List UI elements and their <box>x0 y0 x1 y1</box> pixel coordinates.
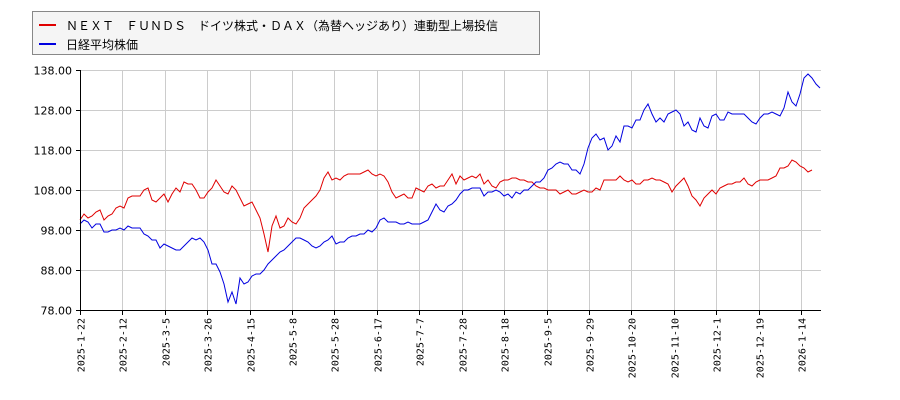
svg-text:2025-2-12: 2025-2-12 <box>119 318 130 372</box>
legend-label: 日経平均株価 <box>66 37 139 52</box>
x-axis-labels: 2025-1-22 2025-2-12 2025-3-5 2025-3-26 2025-… <box>77 318 809 378</box>
svg-text:138.00: 138.00 <box>34 65 73 78</box>
svg-text:2025-7-7: 2025-7-7 <box>416 318 427 366</box>
svg-text:88.00: 88.00 <box>41 265 73 278</box>
svg-text:2025-1-22: 2025-1-22 <box>77 318 88 372</box>
series-nikkei-line <box>79 73 821 305</box>
svg-text:2025-9-5: 2025-9-5 <box>544 318 555 366</box>
svg-text:2025-5-8: 2025-5-8 <box>289 318 300 366</box>
legend-label: ＮＥＸＴ ＦＵＮＤＳ ドイツ株式・ＤＡＸ（為替ヘッジあり）連動型上場投信 <box>66 18 499 33</box>
legend-item-dax-etf: ＮＥＸＴ ＦＵＮＤＳ ドイツ株式・ＤＡＸ（為替ヘッジあり）連動型上場投信 <box>39 16 498 34</box>
svg-text:2025-4-15: 2025-4-15 <box>247 318 258 372</box>
svg-text:108.00: 108.00 <box>34 185 73 198</box>
svg-text:2025-6-17: 2025-6-17 <box>374 318 385 372</box>
svg-text:2025-7-28: 2025-7-28 <box>459 318 470 372</box>
svg-text:2025-3-5: 2025-3-5 <box>162 318 173 366</box>
legend: ＮＥＸＴ ＦＵＮＤＳ ドイツ株式・ＤＡＸ（為替ヘッジあり）連動型上場投信 日経平… <box>32 11 540 55</box>
data-series <box>79 73 821 305</box>
svg-text:2025-11-10: 2025-11-10 <box>671 318 682 378</box>
legend-item-nikkei: 日経平均株価 <box>39 35 138 53</box>
legend-swatch-red <box>39 24 56 26</box>
svg-text:118.00: 118.00 <box>34 145 73 158</box>
y-axis-labels: 138.00 128.00 118.00 108.00 98.00 88.00 78.00 <box>34 65 73 318</box>
svg-text:2025-10-20: 2025-10-20 <box>628 318 639 378</box>
svg-text:2025-9-29: 2025-9-29 <box>586 318 597 372</box>
series-dax-etf-line <box>79 159 813 253</box>
axes <box>76 70 821 315</box>
svg-text:78.00: 78.00 <box>41 305 73 318</box>
svg-text:2026-1-14: 2026-1-14 <box>798 318 809 372</box>
svg-text:2025-12-1: 2025-12-1 <box>713 318 724 372</box>
svg-text:2025-3-26: 2025-3-26 <box>204 318 215 372</box>
svg-text:128.00: 128.00 <box>34 105 73 118</box>
svg-text:2025-8-18: 2025-8-18 <box>501 318 512 372</box>
grid-lines <box>80 70 821 311</box>
legend-swatch-blue <box>39 43 56 45</box>
svg-text:2025-12-19: 2025-12-19 <box>756 318 767 378</box>
svg-text:98.00: 98.00 <box>41 225 73 238</box>
svg-text:2025-5-28: 2025-5-28 <box>331 318 342 372</box>
